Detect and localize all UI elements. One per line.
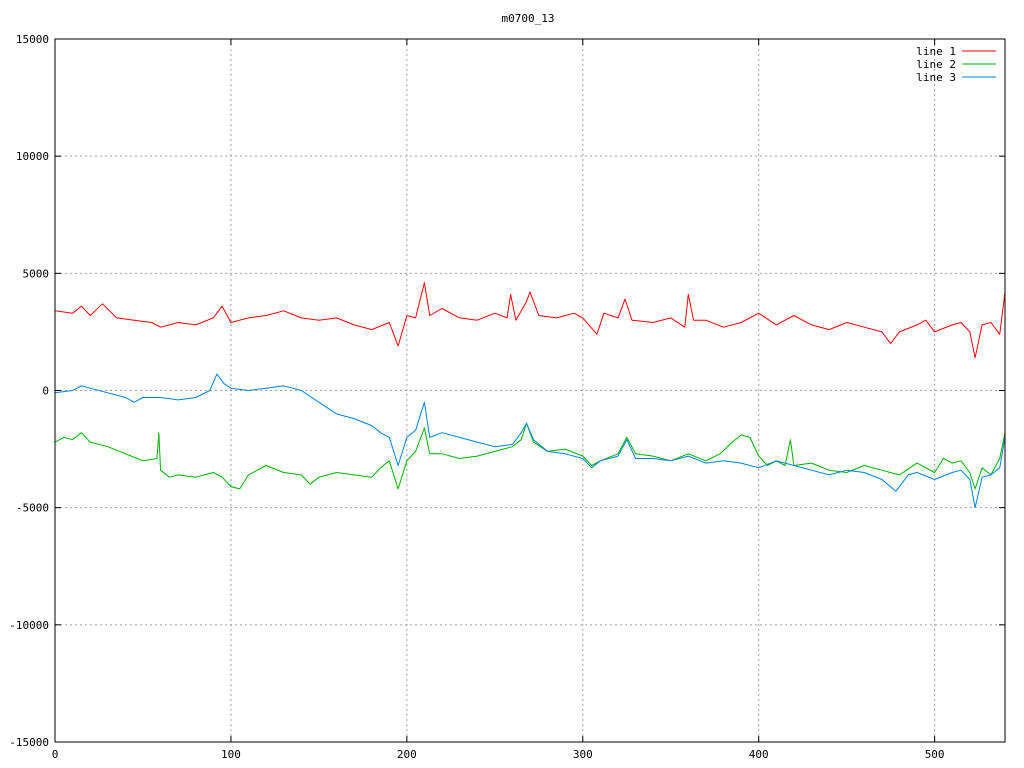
chart-title: m0700_13 [502, 12, 555, 25]
y-tick-label: 0 [42, 385, 49, 398]
ticks-layer: 0 100 200 300 400 500 -15000 -10000 -5000 0 5000 10… [9, 33, 1005, 761]
legend-label-2: line 2 [916, 58, 956, 71]
y-tick-label: 15000 [16, 33, 49, 46]
y-tick-label: -5000 [16, 502, 49, 515]
y-tick-label: 5000 [23, 267, 50, 280]
y-tick-label: -10000 [9, 619, 49, 632]
series-line-2 [54, 422, 1006, 490]
legend-label-1: line 1 [916, 45, 956, 58]
series-line-3 [54, 373, 1006, 509]
x-tick-label: 400 [749, 748, 769, 761]
y-tick-label: 10000 [16, 150, 49, 163]
x-tick-label: 200 [397, 748, 417, 761]
x-tick-label: 300 [573, 748, 593, 761]
x-tick-label: 100 [221, 748, 241, 761]
grid-layer [55, 39, 1005, 742]
y-tick-label: -15000 [9, 736, 49, 749]
series-layer [54, 282, 1006, 509]
x-tick-label: 500 [925, 748, 945, 761]
x-tick-label: 0 [52, 748, 59, 761]
plot-frame [54, 38, 1006, 743]
legend-label-3: line 3 [916, 71, 956, 84]
series-line-1 [54, 282, 1006, 359]
